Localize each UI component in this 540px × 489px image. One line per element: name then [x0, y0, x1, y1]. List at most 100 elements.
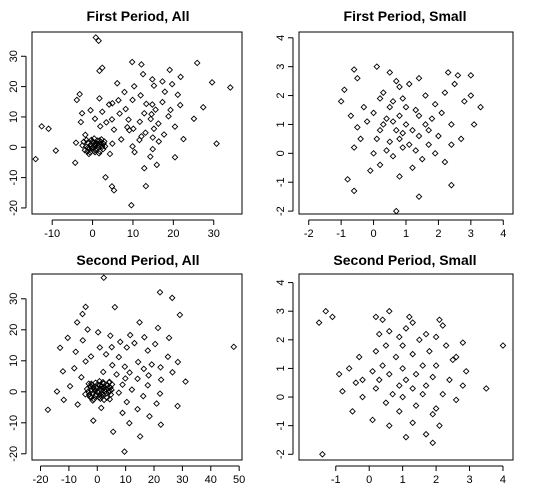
data-point: [335, 370, 343, 378]
data-point: [79, 337, 87, 344]
data-point: [425, 141, 433, 149]
data-point: [103, 394, 111, 402]
data-point: [128, 201, 135, 209]
y-tick-label: 20: [8, 80, 20, 92]
data-point: [99, 368, 107, 376]
data-point: [376, 161, 384, 169]
data-point: [429, 373, 437, 381]
x-tick-label: -1: [331, 474, 341, 486]
data-point: [392, 77, 400, 85]
y-tick-label: 2: [275, 92, 287, 98]
data-point: [422, 121, 429, 128]
data-point: [385, 307, 393, 315]
data-point: [146, 412, 153, 420]
data-point: [372, 313, 380, 321]
data-point: [105, 379, 113, 386]
data-point: [32, 155, 39, 163]
data-point: [128, 58, 136, 66]
data-point: [102, 119, 110, 126]
data-point: [431, 149, 439, 157]
data-point: [96, 67, 103, 75]
y-tick-label: 3: [275, 64, 287, 70]
data-point: [350, 66, 358, 73]
data-point: [415, 74, 423, 82]
data-point: [182, 378, 189, 385]
data-point: [426, 347, 433, 355]
data-point: [168, 294, 176, 302]
data-point: [155, 120, 162, 127]
data-point: [83, 148, 91, 155]
data-point: [389, 390, 396, 398]
data-point: [444, 69, 452, 76]
data-point: [439, 390, 447, 398]
data-point: [382, 342, 390, 349]
data-point: [412, 370, 420, 378]
data-point: [106, 332, 114, 340]
data-point: [115, 353, 123, 361]
data-point: [389, 97, 397, 105]
data-point: [98, 136, 105, 143]
x-tick-label: 0: [366, 474, 372, 486]
data-point: [66, 382, 74, 390]
data-point: [72, 139, 80, 147]
data-point: [156, 390, 164, 397]
data-point: [439, 322, 447, 329]
data-point: [156, 288, 164, 296]
data-point: [102, 350, 110, 358]
data-point: [147, 115, 155, 123]
data-point: [126, 331, 134, 339]
data-point: [73, 96, 81, 104]
data-point: [459, 382, 467, 389]
data-point: [366, 167, 374, 175]
data-point: [409, 385, 417, 392]
data-point: [95, 37, 102, 45]
data-point: [129, 96, 136, 104]
panel-first-period-small: First Period, Small -2 -1 0 1 2 3 4 -2 -1 0 1 2 3 4: [275, 8, 514, 240]
data-point: [372, 385, 380, 392]
plot-frame: [31, 31, 243, 215]
data-point: [359, 393, 366, 401]
data-point: [452, 353, 460, 361]
data-point: [155, 138, 163, 145]
x-axis: -2 -1 0 1 2 3 4: [304, 219, 506, 240]
data-point: [91, 148, 99, 156]
data-point: [142, 182, 150, 190]
data-point: [106, 387, 114, 395]
data-point: [144, 381, 152, 389]
data-point: [409, 164, 416, 172]
data-point: [379, 316, 386, 324]
data-point: [44, 406, 52, 414]
data-point: [461, 97, 468, 105]
data-points: [32, 34, 234, 209]
data-point: [435, 132, 442, 140]
data-point: [121, 448, 128, 455]
data-point: [199, 103, 207, 111]
data-point: [139, 392, 147, 400]
data-point: [422, 382, 430, 389]
data-point: [157, 363, 164, 371]
data-points: [337, 63, 484, 215]
data-point: [134, 405, 141, 413]
data-point: [93, 385, 100, 392]
data-point: [98, 108, 106, 116]
data-point: [128, 386, 136, 393]
data-point: [392, 353, 400, 361]
y-tick-label: -1: [275, 421, 287, 431]
data-point: [110, 126, 118, 134]
data-point: [154, 324, 162, 332]
data-point: [399, 129, 407, 137]
data-point: [108, 116, 116, 123]
data-point: [97, 404, 105, 412]
data-point: [122, 105, 130, 113]
x-tick-label: 4: [500, 474, 506, 486]
y-axis: -2 -1 0 1 2 3 4: [275, 280, 294, 459]
x-tick-label: 0: [94, 474, 100, 486]
data-point: [412, 106, 420, 114]
data-point: [99, 378, 107, 386]
y-tick-label: 20: [8, 324, 20, 336]
data-point: [341, 86, 348, 94]
data-point: [169, 368, 176, 376]
data-point: [213, 140, 220, 147]
x-tick-label: -10: [61, 474, 77, 486]
